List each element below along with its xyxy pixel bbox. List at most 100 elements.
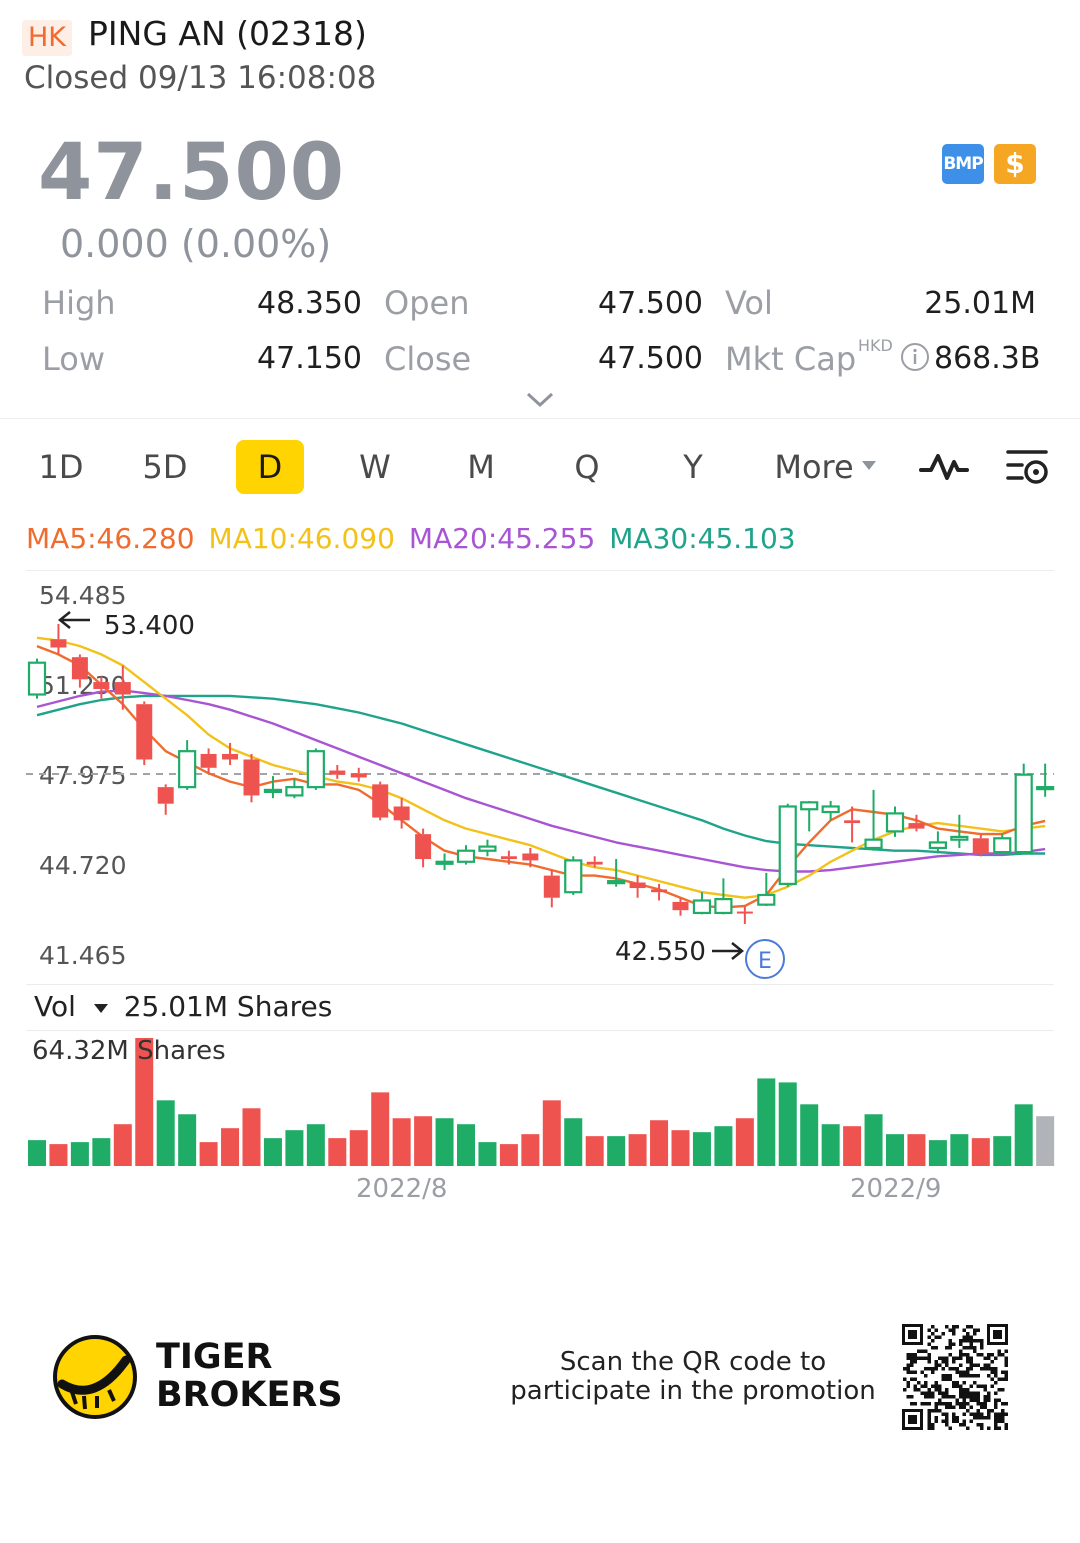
candle: [928, 831, 948, 854]
candle: [136, 701, 153, 766]
max-price-label: 53.400: [104, 611, 195, 641]
low-value: 47.150: [257, 341, 362, 376]
candle: [993, 834, 1012, 854]
candlestick-chart[interactable]: 54.48551.23047.97544.72041.46553.40042.5…: [0, 572, 1080, 982]
volume-bar: [757, 1078, 776, 1166]
volume-bar: [542, 1100, 561, 1166]
close-value: 47.500: [598, 341, 703, 376]
candle: [114, 665, 131, 710]
candle: [692, 892, 712, 915]
y-tick-label: 44.720: [39, 851, 126, 880]
volume-bar: [457, 1124, 475, 1166]
ma10-line: [36, 636, 1046, 899]
volume-bar: [135, 1038, 154, 1166]
high-label: High: [42, 284, 116, 322]
volume-bar: [349, 1130, 368, 1166]
candle: [672, 897, 689, 916]
candle: [415, 828, 432, 868]
tab-1d[interactable]: 1D: [38, 448, 84, 486]
chevron-down-icon[interactable]: [524, 390, 556, 410]
candle: [50, 624, 67, 655]
volume-bar: [821, 1124, 840, 1166]
volume-bar: [328, 1138, 347, 1166]
candle: [1014, 763, 1033, 854]
y-tick-label: 54.485: [39, 581, 126, 610]
volume-bar: [1014, 1104, 1033, 1166]
tab-5d[interactable]: 5D: [142, 448, 188, 486]
y-tick-label: 47.975: [39, 761, 126, 790]
volume-bar: [371, 1092, 390, 1166]
mktcap-label: Mkt Cap: [725, 340, 857, 378]
tab-day[interactable]: D: [236, 440, 304, 494]
candle: [908, 814, 925, 832]
mktcap-value: 868.3B: [934, 341, 1041, 376]
volume-bar: [1036, 1116, 1055, 1166]
low-label: Low: [42, 340, 106, 378]
volume-bar: [886, 1134, 904, 1166]
volume-bar: [928, 1140, 947, 1166]
volume-bar: [971, 1138, 990, 1166]
candle: [27, 658, 47, 699]
volume-bar: [843, 1126, 862, 1166]
x-label-sep: 2022/9: [850, 1174, 942, 1204]
tab-week[interactable]: W: [359, 448, 391, 486]
volume-bar: [221, 1128, 240, 1166]
candle: [714, 878, 733, 915]
volume-bar: [499, 1144, 518, 1166]
candle: [629, 875, 646, 898]
candle: [651, 883, 668, 901]
volume-bar: [92, 1138, 111, 1166]
chart-settings-icon[interactable]: [1006, 446, 1052, 486]
indicator-icon[interactable]: [918, 448, 970, 484]
caret-down-icon[interactable]: [860, 458, 878, 472]
candle: [757, 872, 776, 907]
tab-month[interactable]: M: [467, 448, 495, 486]
ma20-value: MA20:45.255: [408, 522, 596, 555]
volume-bar: [778, 1082, 797, 1166]
volume-label: Vol: [34, 990, 76, 1023]
candle: [306, 748, 325, 790]
volume-bar: [628, 1134, 647, 1166]
candle: [885, 806, 905, 837]
tab-more[interactable]: More: [774, 448, 854, 486]
candle: [800, 800, 819, 832]
tab-year[interactable]: Y: [683, 448, 703, 486]
ma30-line: [36, 694, 1046, 857]
volume-bar: [285, 1130, 304, 1166]
dollar-icon[interactable]: $: [994, 144, 1036, 184]
event-marker[interactable]: E: [745, 939, 785, 979]
bmp-badge[interactable]: BMP: [942, 144, 984, 184]
divider: [26, 570, 1054, 571]
ma-legend: MA5:46.280 MA10:46.090 MA20:45.255 MA30:45.…: [26, 522, 810, 555]
candle: [821, 800, 840, 821]
candle: [844, 806, 861, 843]
volume-header[interactable]: Vol 25.01M Shares: [34, 990, 332, 1023]
candle: [71, 654, 88, 688]
brand-name: TIGER BROKERS: [156, 1338, 343, 1414]
candle: [972, 834, 989, 857]
close-label: Close: [384, 340, 472, 378]
tab-quarter[interactable]: Q: [574, 448, 600, 486]
candle: [157, 784, 174, 815]
x-label-aug: 2022/8: [356, 1174, 448, 1204]
volume-bar: [178, 1114, 197, 1166]
volume-bar: [242, 1108, 261, 1166]
candle: [222, 742, 239, 766]
candle: [243, 753, 260, 803]
volume-bar: [671, 1130, 690, 1166]
volume-bar: [263, 1138, 282, 1166]
volume-bar: [692, 1132, 711, 1166]
volume-bar: [435, 1118, 454, 1166]
volume-bar: [607, 1136, 626, 1166]
volume-bar: [714, 1126, 733, 1166]
volume-chart[interactable]: [0, 1032, 1080, 1168]
volume-bar: [478, 1142, 497, 1166]
stock-name: PING AN (02318): [88, 14, 367, 53]
info-icon[interactable]: [900, 342, 930, 372]
vol-label: Vol: [725, 284, 773, 322]
candle: [200, 748, 217, 774]
qr-code-icon[interactable]: [902, 1324, 1008, 1430]
mktcap-currency: HKD: [858, 336, 893, 355]
candle: [522, 847, 539, 868]
divider: [26, 984, 1054, 985]
